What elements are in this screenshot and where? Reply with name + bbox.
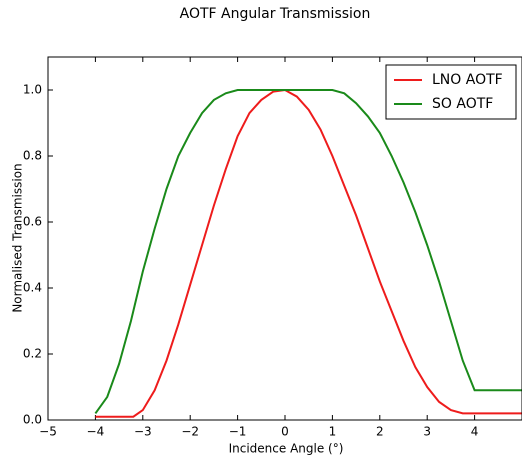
x-tick-label: 3 <box>423 425 431 439</box>
x-tick-label: −4 <box>87 425 105 439</box>
x-tick-label: −3 <box>134 425 152 439</box>
x-tick-label: −5 <box>39 425 57 439</box>
plot-frame <box>47 56 522 421</box>
legend-label: SO AOTF <box>432 96 493 112</box>
line <box>95 88 522 418</box>
x-tick-label: 1 <box>329 425 337 439</box>
x-axis-label: Incidence Angle (°) <box>229 442 344 456</box>
y-axis-label: Normalised Transmission <box>11 163 25 312</box>
legend-label: LNO AOTF <box>432 72 503 88</box>
chart-title: AOTF Angular Transmission <box>180 6 371 22</box>
legend-box <box>385 64 517 120</box>
y-tick-label: 0.2 <box>23 347 42 361</box>
line <box>94 89 522 414</box>
x-tick-label: 0 <box>281 425 289 439</box>
y-tick-label: 0.6 <box>23 215 42 229</box>
x-tick-label: 2 <box>376 425 384 439</box>
y-tick-label: 0.4 <box>23 281 42 295</box>
x-tick-label: 4 <box>471 425 479 439</box>
y-tick-label: 1.0 <box>23 83 42 97</box>
y-tick-label: 0.8 <box>23 149 42 163</box>
x-tick-label: −1 <box>229 425 247 439</box>
x-tick-label: −2 <box>181 425 199 439</box>
y-tick-label: 0.0 <box>23 413 42 427</box>
